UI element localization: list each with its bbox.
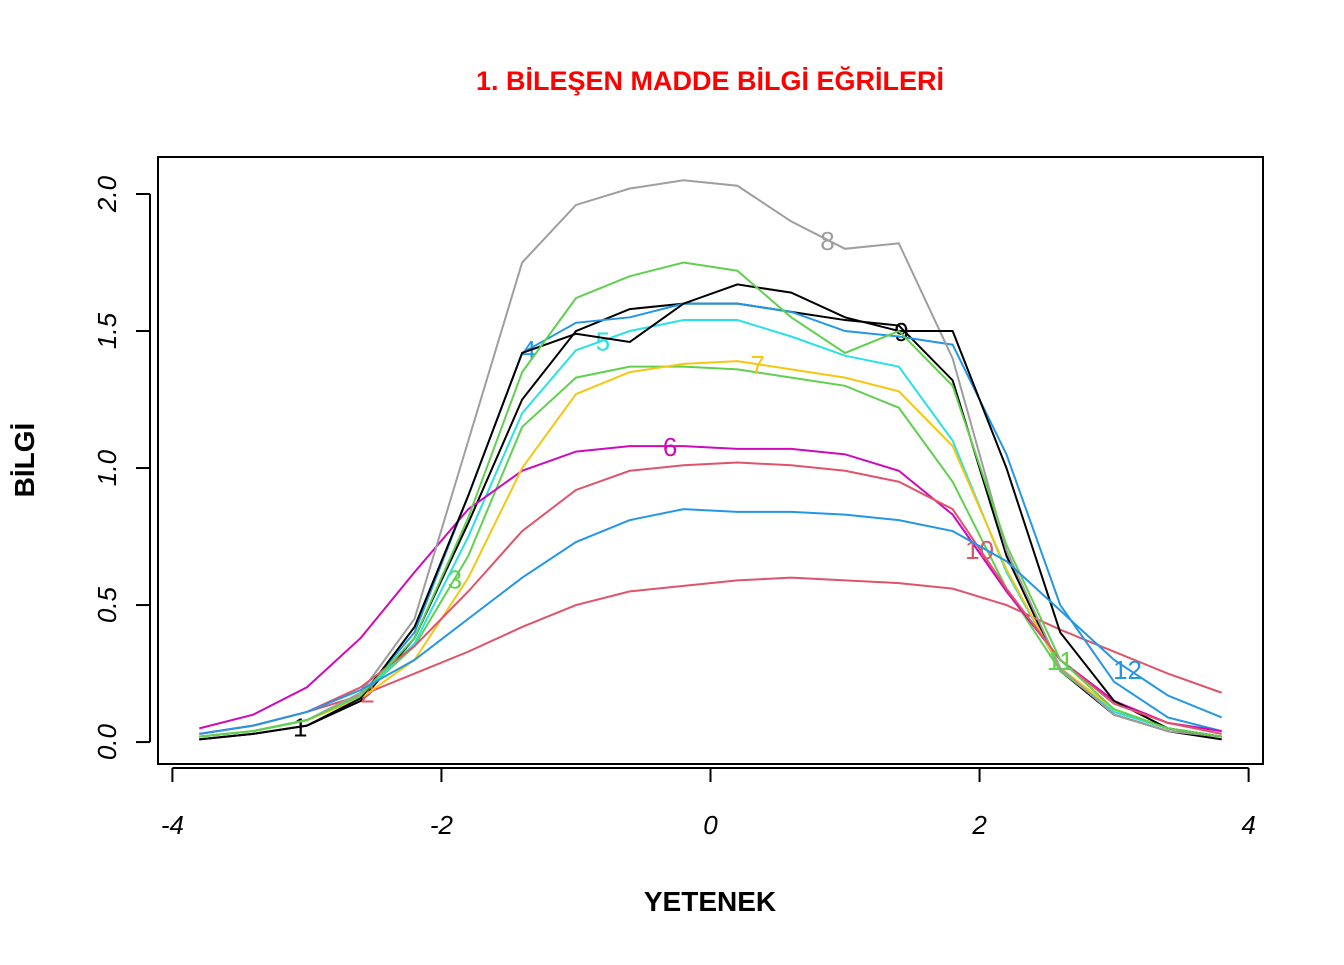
series-label: 7 [750, 350, 764, 380]
series-label: 5 [596, 327, 610, 357]
y-tick-label: 0.0 [92, 723, 122, 760]
series-line [199, 445, 1222, 733]
series-line [199, 360, 1222, 738]
y-axis-label: BİLGİ [9, 423, 40, 498]
series-line [199, 508, 1223, 735]
y-tick-label: 1.5 [92, 312, 122, 349]
y-tick-label: 0.5 [92, 586, 122, 623]
chart-title: 1. BİLEŞEN MADDE BİLGİ EĞRİLERİ [476, 65, 944, 96]
series-label: 12 [1113, 655, 1142, 685]
series-label: 11 [1047, 646, 1074, 676]
x-tick-label: 4 [1241, 810, 1255, 840]
x-tick-label: -2 [430, 810, 454, 840]
series-line [199, 365, 1222, 738]
x-tick-label: 0 [703, 810, 718, 840]
series-line [199, 461, 1222, 735]
series-label: 9 [894, 317, 908, 347]
x-axis-label: YETENEK [644, 886, 776, 917]
y-tick-label: 1.0 [92, 449, 122, 486]
y-tick-label: 2.0 [92, 175, 122, 213]
x-tick-label: -4 [161, 810, 184, 840]
plot-frame [157, 156, 1264, 765]
x-tick-label: 2 [971, 810, 987, 840]
series-label: 8 [820, 226, 834, 256]
series-label: 6 [663, 432, 677, 462]
